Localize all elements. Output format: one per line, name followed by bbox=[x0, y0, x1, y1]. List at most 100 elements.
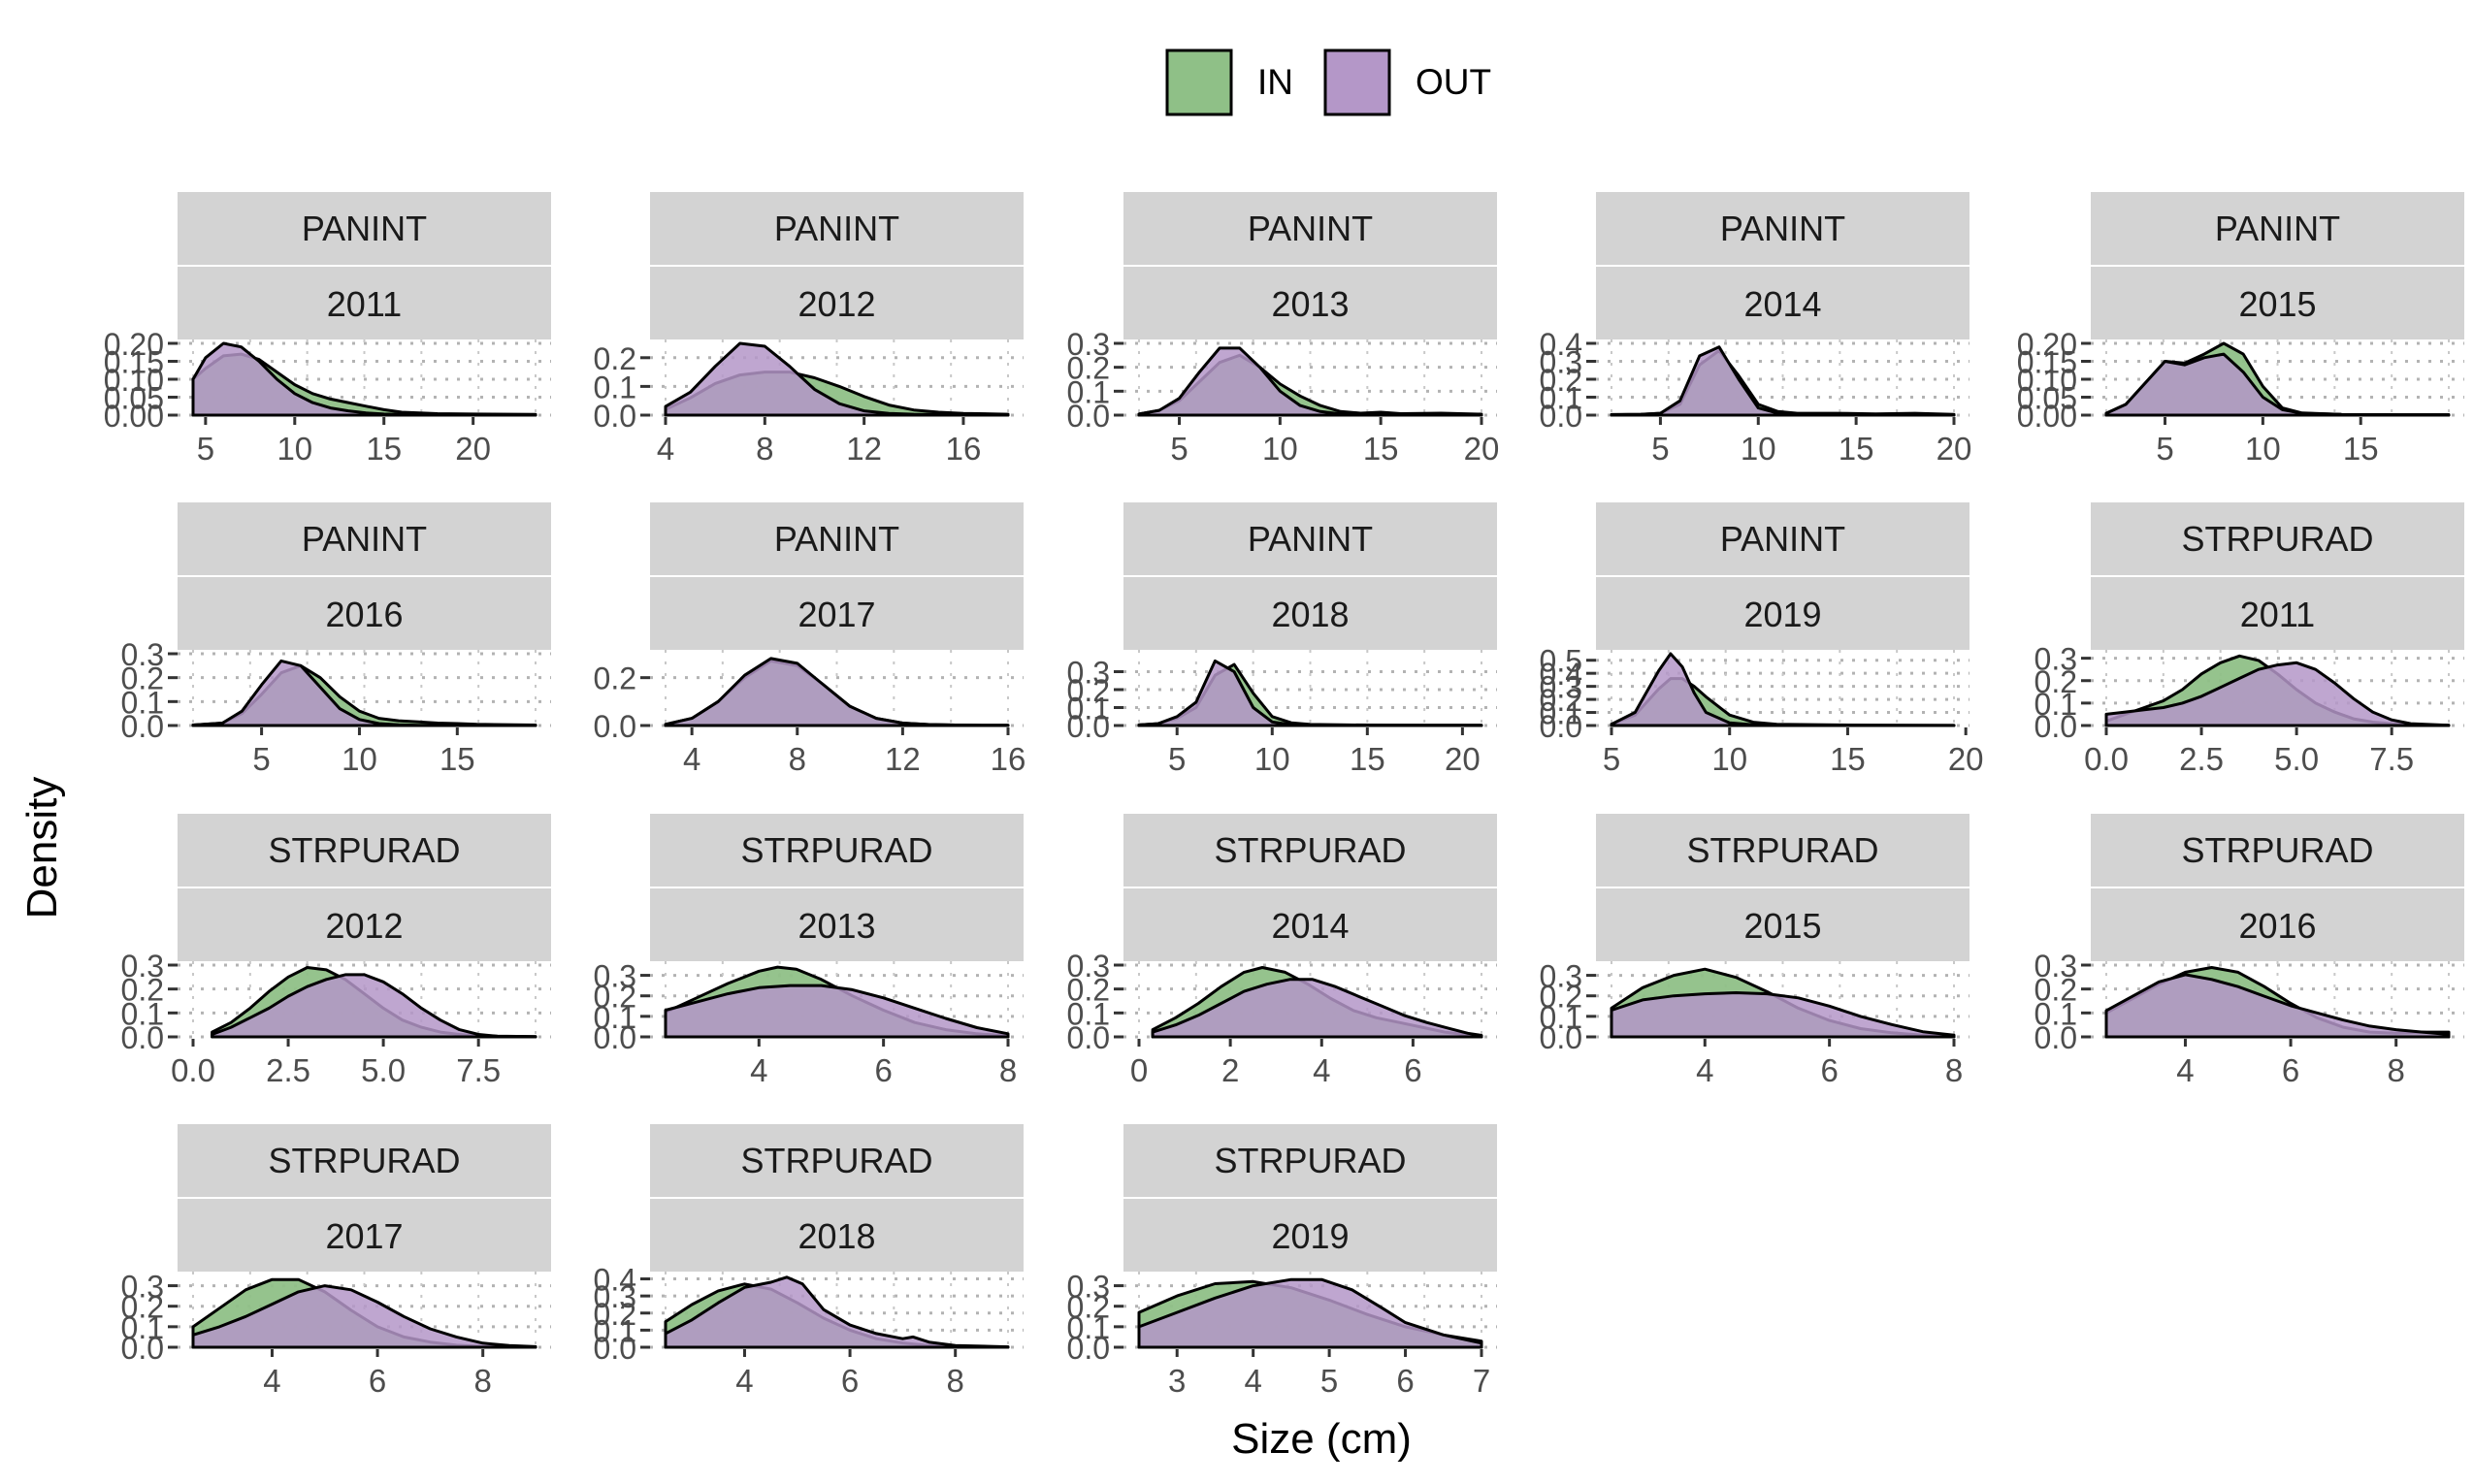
facet-species-label: STRPURAD bbox=[740, 830, 932, 870]
legend-label-out: OUT bbox=[1416, 62, 1491, 102]
y-tick-label: 0.2 bbox=[2035, 664, 2077, 699]
y-tick-label: 0.05 bbox=[2017, 381, 2077, 416]
panel-panint-2019: PANINT 2019 0.00.10.20.30.40.5 5 10 15 20 bbox=[1540, 502, 1984, 777]
y-tick-label: 0.3 bbox=[1067, 1270, 1110, 1305]
y-tick-label: 0.0 bbox=[1067, 709, 1110, 744]
y-tick-label: 0.1 bbox=[2035, 996, 2077, 1031]
density-out bbox=[191, 341, 537, 417]
legend: IN OUT bbox=[1165, 48, 1491, 116]
y-tick-label: 0.3 bbox=[121, 949, 164, 984]
panel-strpurad-2011: STRPURAD 2011 0.00.10.20.3 0.0 2.5 5.0 7.5 bbox=[2035, 502, 2464, 777]
density-out bbox=[1610, 652, 1956, 727]
y-tick-label: 0.1 bbox=[1067, 692, 1110, 726]
facet-year-label: 2012 bbox=[325, 906, 403, 946]
facet-year-label: 2019 bbox=[1743, 595, 1821, 634]
density-out bbox=[1151, 978, 1483, 1039]
panel-strpurad-2012: STRPURAD 2012 0.00.10.20.3 0.0 2.5 5.0 7.5 bbox=[121, 814, 551, 1088]
density-out bbox=[664, 657, 1010, 727]
x-tick-label: 16 bbox=[946, 431, 982, 467]
y-tick-label: 0.1 bbox=[121, 996, 164, 1031]
density-out bbox=[211, 973, 537, 1039]
y-tick-label: 0.4 bbox=[1540, 327, 1582, 362]
y-tick-label: 0.0 bbox=[2035, 1020, 2077, 1055]
y-tick-label: 0.2 bbox=[594, 661, 636, 696]
x-tick-label: 6 bbox=[1396, 1363, 1414, 1399]
density-out bbox=[191, 1284, 537, 1349]
facet-year-label: 2019 bbox=[1271, 1216, 1349, 1256]
y-tick-label: 0.20 bbox=[2017, 327, 2077, 362]
y-tick-label: 0.1 bbox=[594, 370, 636, 404]
y-tick-label: 0.0 bbox=[121, 1331, 164, 1366]
x-tick-label: 3 bbox=[1168, 1363, 1186, 1399]
x-tick-label: 0 bbox=[1130, 1052, 1148, 1088]
y-tick-label: 0.3 bbox=[2035, 642, 2077, 677]
panel-panint-2011: PANINT 2011 0.000.050.100.150.20 5 10 15 20 bbox=[104, 192, 551, 467]
y-tick-label: 0.0 bbox=[1540, 399, 1582, 434]
y-tick-label: 0.1 bbox=[1067, 1310, 1110, 1345]
density-out bbox=[1610, 991, 1956, 1039]
x-tick-label: 5 bbox=[1603, 741, 1620, 777]
x-tick-label: 2 bbox=[1221, 1052, 1239, 1088]
facet-species-label: STRPURAD bbox=[2181, 830, 2373, 870]
panel-strpurad-2016: STRPURAD 2016 0.00.10.20.3 4 6 8 bbox=[2035, 814, 2464, 1088]
y-tick-label: 0.3 bbox=[1067, 327, 1110, 362]
x-tick-label: 15 bbox=[366, 431, 402, 467]
x-tick-label: 10 bbox=[1741, 431, 1776, 467]
y-tick-label: 0.0 bbox=[2035, 709, 2077, 744]
y-tick-label: 0.15 bbox=[2017, 345, 2077, 380]
x-tick-label: 10 bbox=[1262, 431, 1298, 467]
x-tick-label: 8 bbox=[947, 1363, 964, 1399]
x-tick-label: 20 bbox=[1464, 431, 1500, 467]
density-out bbox=[2104, 661, 2451, 727]
y-tick-label: 0.0 bbox=[594, 399, 636, 434]
x-tick-label: 15 bbox=[2343, 431, 2379, 467]
y-tick-label: 0.1 bbox=[594, 1313, 636, 1348]
panel-strpurad-2019: STRPURAD 2019 0.00.10.20.3 3 4 5 6 7 bbox=[1067, 1124, 1497, 1399]
panel-panint-2014: PANINT 2014 0.00.10.20.30.4 5 10 15 20 bbox=[1540, 192, 1972, 467]
panel-strpurad-2018: STRPURAD 2018 0.00.10.20.30.4 4 6 8 bbox=[594, 1124, 1024, 1399]
x-tick-label: 8 bbox=[789, 741, 806, 777]
x-tick-label: 10 bbox=[1254, 741, 1290, 777]
y-tick-label: 0.2 bbox=[1540, 363, 1582, 398]
x-tick-label: 20 bbox=[1937, 431, 1972, 467]
y-tick-label: 0.0 bbox=[1067, 1020, 1110, 1055]
x-tick-label: 16 bbox=[991, 741, 1026, 777]
density-out bbox=[664, 1275, 1010, 1349]
x-tick-label: 5 bbox=[252, 741, 270, 777]
x-tick-label: 0.0 bbox=[171, 1052, 215, 1088]
facet-year-label: 2017 bbox=[798, 595, 875, 634]
facet-year-label: 2015 bbox=[2238, 284, 2316, 324]
y-tick-label: 0.2 bbox=[1067, 673, 1110, 708]
x-tick-label: 10 bbox=[2245, 431, 2281, 467]
facet-year-label: 2013 bbox=[798, 906, 875, 946]
x-tick-label: 6 bbox=[2282, 1052, 2299, 1088]
facet-species-label: PANINT bbox=[2215, 209, 2340, 248]
y-tick-label: 0.2 bbox=[121, 1290, 164, 1325]
y-tick-label: 0.2 bbox=[1540, 683, 1582, 718]
y-tick-label: 0.3 bbox=[594, 959, 636, 994]
y-tick-label: 0.2 bbox=[121, 973, 164, 1008]
facet-species-label: STRPURAD bbox=[1686, 830, 1878, 870]
y-tick-label: 0.00 bbox=[104, 399, 164, 434]
y-tick-label: 0.1 bbox=[594, 1000, 636, 1035]
legend-swatch-out bbox=[1323, 48, 1391, 116]
x-tick-label: 5 bbox=[197, 431, 214, 467]
x-tick-label: 4 bbox=[657, 431, 674, 467]
x-tick-label: 20 bbox=[1948, 741, 1984, 777]
x-tick-label: 15 bbox=[1350, 741, 1385, 777]
y-tick-label: 0.2 bbox=[1067, 351, 1110, 386]
panel-strpurad-2013: STRPURAD 2013 0.00.10.20.3 4 6 8 bbox=[594, 814, 1024, 1088]
panel-panint-2015: PANINT 2015 0.000.050.100.150.20 5 10 15 bbox=[2017, 192, 2464, 467]
y-tick-label: 0.10 bbox=[2017, 363, 2077, 398]
y-tick-label: 0.2 bbox=[2035, 973, 2077, 1008]
facet-species-label: PANINT bbox=[774, 519, 899, 559]
x-tick-label: 15 bbox=[439, 741, 475, 777]
x-tick-label: 5 bbox=[1168, 741, 1186, 777]
density-out bbox=[1137, 659, 1483, 727]
x-tick-label: 5.0 bbox=[2274, 741, 2319, 777]
panel-panint-2012: PANINT 2012 0.00.10.2 4 8 12 16 bbox=[594, 192, 1024, 467]
x-axis-title: Size (cm) bbox=[1231, 1415, 1412, 1463]
panel-panint-2017: PANINT 2017 0.0 0.2 4 8 12 16 bbox=[594, 502, 1026, 777]
